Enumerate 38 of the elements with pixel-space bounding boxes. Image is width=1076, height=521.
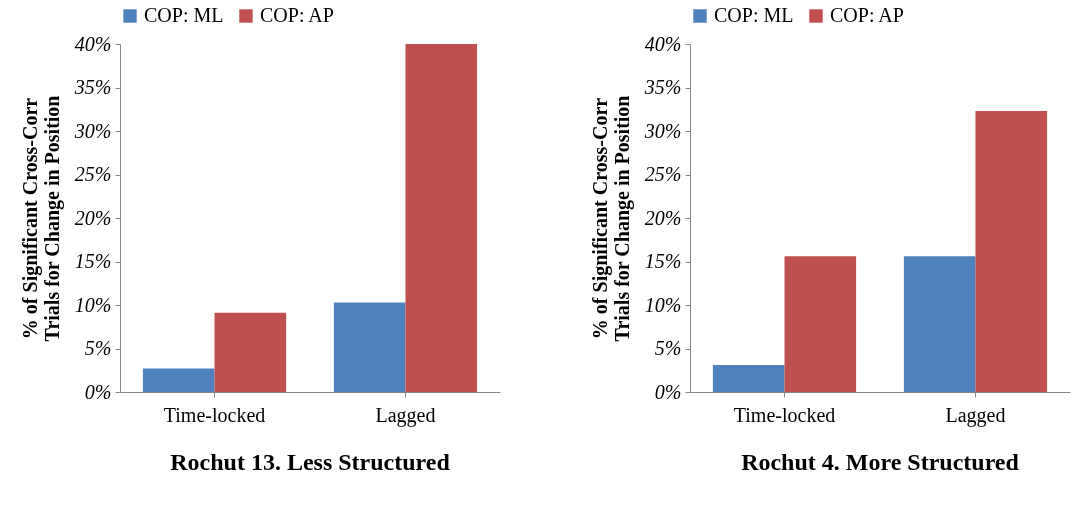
text: Rochut 4. More Structured: [741, 449, 1020, 475]
x-tick-label: Lagged: [375, 403, 436, 427]
x-tick-label: Time-locked: [733, 403, 836, 426]
y-tick-label: 40%: [644, 32, 682, 55]
y-tick-label: 25%: [644, 163, 682, 185]
legend-label: COP: AP: [260, 4, 334, 26]
y-tick-label: 40%: [74, 32, 112, 55]
y-tick-label: 30%: [73, 119, 112, 142]
y-tick-label: 30%: [643, 119, 682, 142]
y-tick-label: 20%: [74, 206, 112, 229]
bar: [784, 256, 857, 392]
legend-label: COP: AP: [830, 4, 904, 26]
bar: [142, 368, 215, 392]
bar: [975, 110, 1048, 392]
y-tick-label: 35%: [643, 76, 682, 98]
y-tick-label: 15%: [644, 250, 682, 272]
y-tick-label: 25%: [74, 163, 112, 185]
bar: [712, 365, 785, 392]
y-tick-label: 15%: [74, 250, 112, 272]
y-tick-label: 0%: [84, 380, 112, 403]
y-tick-label: 20%: [644, 206, 682, 229]
y-tick-label: 5%: [654, 337, 682, 359]
legend-label: COP: ML: [144, 4, 224, 26]
y-axis-title: % of Significant Cross-Corr Trials for Change in Position: [588, 95, 634, 342]
y-tick-label: 5%: [84, 337, 112, 359]
text: Rochut 13. Less Structured: [170, 449, 451, 475]
legend-label: COP: ML: [714, 4, 794, 26]
y-axis-title: % of Significant Cross-Corr Trials for Change in Position: [18, 95, 64, 342]
bar: [903, 256, 976, 392]
y-tick-label: 10%: [74, 293, 112, 316]
y-tick-label: 35%: [73, 76, 112, 98]
x-tick-label: Lagged: [945, 403, 1006, 427]
bar: [405, 44, 478, 392]
bar: [214, 312, 287, 392]
y-tick-label: 0%: [654, 380, 682, 403]
bar: [333, 302, 406, 392]
x-tick-label: Time-locked: [163, 403, 266, 426]
y-tick-label: 10%: [644, 293, 682, 316]
